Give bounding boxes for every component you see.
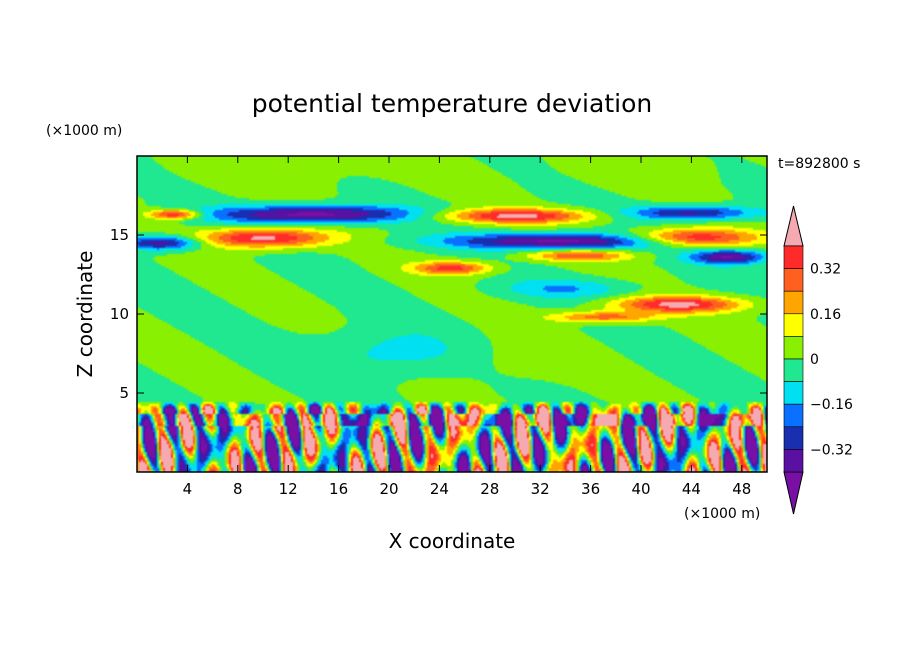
colorbar-swatch <box>783 426 804 450</box>
x-tick-label: 36 <box>581 480 600 498</box>
colorbar-under-triangle <box>783 471 804 515</box>
x-tick-label: 4 <box>183 480 193 498</box>
y-unit-label: (×1000 m) <box>46 123 122 139</box>
colorbar-swatch <box>783 358 804 382</box>
y-tick-label: 5 <box>119 384 129 402</box>
colorbar-swatch <box>783 336 804 360</box>
colorbar-swatch <box>783 403 804 428</box>
colorbar-swatch <box>783 449 804 473</box>
chart-title: potential temperature deviation <box>252 89 652 118</box>
y-tick-label: 10 <box>110 305 129 323</box>
colorbar: 0.32 0.16 0 −0.16 −0.32 <box>783 205 853 515</box>
x-unit-label: (×1000 m) <box>684 506 760 522</box>
colorbar-swatch <box>783 245 804 269</box>
colorbar-swatch <box>783 313 804 337</box>
colorbar-swatch <box>783 381 804 405</box>
x-tick-label: 32 <box>531 480 550 498</box>
colorbar-tick-label: 0 <box>810 352 819 368</box>
colorbar-swatch <box>783 268 804 292</box>
x-tick-label: 28 <box>480 480 499 498</box>
colorbar-tick-label: −0.16 <box>810 397 853 413</box>
y-tick-label: 15 <box>110 226 129 244</box>
colorbar-swatch <box>783 290 804 315</box>
colorbar-tick-label: 0.32 <box>810 262 841 278</box>
x-tick-label: 20 <box>379 480 398 498</box>
contour-field <box>137 156 767 472</box>
x-tick-label: 44 <box>682 480 701 498</box>
x-tick-label: 40 <box>631 480 650 498</box>
x-tick-label: 48 <box>732 480 751 498</box>
colorbar-tick-label: 0.16 <box>810 307 841 323</box>
x-tick-label: 24 <box>430 480 449 498</box>
x-tick-label: 8 <box>233 480 243 498</box>
colorbar-over-triangle <box>783 205 804 247</box>
colorbar-tick-label: −0.32 <box>810 442 853 458</box>
y-axis-label: Z coordinate <box>73 251 97 378</box>
x-axis: 4 8 12 16 20 24 28 32 36 40 44 48 <box>183 156 751 498</box>
x-tick-label: 12 <box>279 480 298 498</box>
x-tick-label: 16 <box>329 480 348 498</box>
time-label: t=892800 s <box>778 156 860 172</box>
x-axis-label: X coordinate <box>389 529 516 553</box>
y-axis: 5 10 15 <box>110 226 767 402</box>
